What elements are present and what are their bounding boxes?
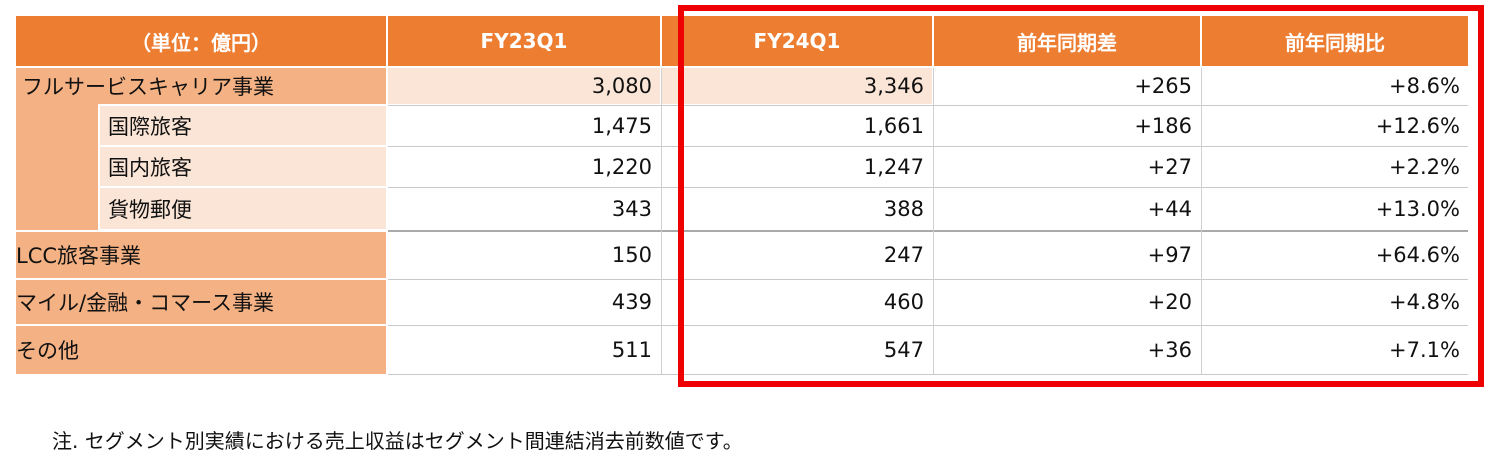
row-label-other: その他 — [16, 326, 386, 374]
cell-fy23q1: 1,475 — [591, 113, 652, 138]
cell-fy24q1: 3,346 — [662, 68, 932, 104]
cell-yoy-ratio: +2.2% — [1389, 154, 1460, 179]
cell-yoy-ratio: +7.1% — [1389, 338, 1460, 362]
table-bottom-border — [388, 374, 1468, 375]
cell-fy23q1: 3,080 — [388, 68, 660, 104]
row-label-cargo: 貨物郵便 — [100, 188, 386, 229]
cell-yoy-diff: +97 — [1147, 243, 1192, 267]
header-yoy-diff: 前年同期差 — [934, 16, 1200, 66]
sub-row-indent — [16, 104, 98, 230]
cell-fy24q1: 247 — [883, 243, 924, 267]
cell-yoy-diff: +265 — [1134, 74, 1192, 98]
highlight-frame — [678, 5, 1484, 387]
cell-yoy-ratio: +4.8% — [1389, 290, 1460, 314]
column-divider — [1201, 68, 1202, 374]
row-divider — [388, 325, 1468, 326]
cell-fy24q1: 1,247 — [863, 154, 924, 179]
row-label-lcc: LCC旅客事業 — [16, 232, 386, 278]
cell-fy23q1: 511 — [611, 338, 652, 362]
row-label-international: 国際旅客 — [100, 106, 386, 145]
cell-yoy-ratio: +8.6% — [1389, 74, 1460, 98]
header-yoy-ratio: 前年同期比 — [1202, 16, 1468, 66]
header-fy24q1: FY24Q1 — [662, 16, 932, 66]
row-divider — [388, 105, 1468, 106]
cell-yoy-ratio: +64.6% — [1375, 243, 1460, 267]
row-label-domestic: 国内旅客 — [100, 147, 386, 186]
header-fy23q1: FY23Q1 — [388, 16, 660, 66]
header-unit: （単位：億円） — [16, 16, 386, 66]
cell-fy24q1: 547 — [883, 338, 924, 362]
row-label-mileage-finance: マイル/金融・コマース事業 — [16, 280, 386, 324]
cell-fy23q1: 150 — [611, 243, 652, 267]
row-label-full-service: フルサービスキャリア事業 — [16, 68, 386, 104]
row-divider — [388, 146, 1468, 147]
row-divider — [388, 187, 1468, 188]
cell-fy24q1: 460 — [883, 290, 924, 314]
row-divider — [388, 230, 1468, 232]
cell-yoy-diff: +36 — [1147, 338, 1192, 362]
cell-yoy-ratio: +12.6% — [1375, 113, 1460, 138]
column-divider — [933, 68, 934, 374]
footnote: 注. セグメント別実績における売上収益はセグメント間連結消去前数値です。 — [52, 429, 743, 453]
cell-yoy-diff: +27 — [1147, 154, 1192, 179]
cell-yoy-diff: +186 — [1134, 113, 1192, 138]
cell-yoy-diff: +20 — [1147, 290, 1192, 314]
cell-fy24q1: 388 — [883, 196, 924, 221]
cell-fy23q1: 343 — [611, 196, 652, 221]
column-divider — [661, 68, 662, 374]
cell-fy24q1: 1,661 — [863, 113, 924, 138]
cell-yoy-diff: +44 — [1147, 196, 1192, 221]
cell-yoy-ratio: +13.0% — [1375, 196, 1460, 221]
cell-fy23q1: 1,220 — [591, 154, 652, 179]
cell-fy23q1: 439 — [611, 290, 652, 314]
row-divider — [388, 279, 1468, 280]
